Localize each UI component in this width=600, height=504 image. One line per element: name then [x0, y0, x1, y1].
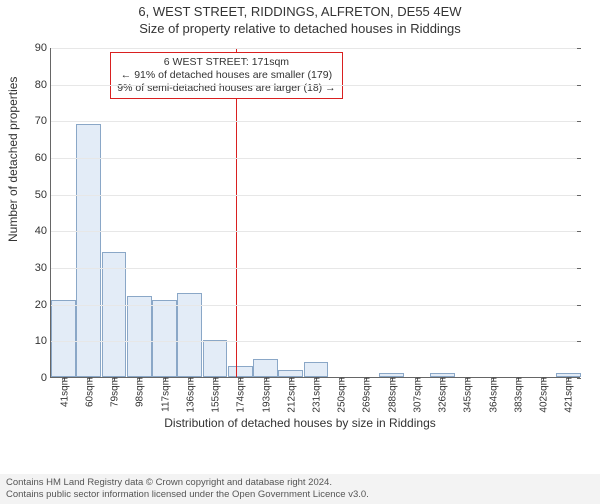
x-tick-label: 136sqm: [183, 377, 196, 413]
y-tick-mark: [577, 85, 581, 86]
annotation-line2: ← 91% of detached houses are smaller (17…: [117, 69, 335, 82]
bar: [102, 252, 127, 377]
page-title-address: 6, WEST STREET, RIDDINGS, ALFRETON, DE55…: [0, 4, 600, 19]
x-tick-label: 98sqm: [133, 377, 146, 407]
footer-line1: Contains HM Land Registry data © Crown c…: [6, 477, 594, 489]
y-tick-label: 80: [35, 79, 51, 91]
y-tick-mark: [577, 305, 581, 306]
x-tick-label: 326sqm: [436, 377, 449, 413]
y-tick-mark: [577, 121, 581, 122]
x-tick-label: 117sqm: [158, 377, 171, 412]
bar: [127, 296, 152, 377]
x-tick-label: 364sqm: [486, 377, 499, 413]
x-tick-label: 231sqm: [310, 377, 323, 413]
x-tick-label: 421sqm: [562, 377, 575, 413]
y-axis-label: Number of detached properties: [6, 77, 20, 242]
x-tick-label: 41sqm: [57, 377, 70, 407]
grid-line: [51, 158, 580, 159]
page-title-subtitle: Size of property relative to detached ho…: [0, 21, 600, 36]
y-tick-mark: [577, 48, 581, 49]
y-tick-mark: [577, 195, 581, 196]
grid-line: [51, 195, 580, 196]
x-tick-label: 250sqm: [335, 377, 348, 413]
grid-line: [51, 121, 580, 122]
grid-line: [51, 231, 580, 232]
x-tick-label: 288sqm: [385, 377, 398, 413]
grid-line: [51, 305, 580, 306]
y-tick-mark: [577, 341, 581, 342]
y-tick-mark: [577, 231, 581, 232]
x-tick-label: 383sqm: [511, 377, 524, 413]
y-tick-mark: [577, 378, 581, 379]
grid-line: [51, 85, 580, 86]
y-tick-label: 30: [35, 262, 51, 274]
y-tick-label: 90: [35, 42, 51, 54]
annotation-box: 6 WEST STREET: 171sqm ← 91% of detached …: [110, 52, 342, 99]
bar: [51, 300, 76, 377]
chart-container: Number of detached properties 6 WEST STR…: [0, 42, 600, 462]
y-tick-label: 10: [35, 335, 51, 347]
plot-area: 6 WEST STREET: 171sqm ← 91% of detached …: [50, 48, 580, 378]
y-tick-label: 60: [35, 152, 51, 164]
grid-line: [51, 341, 580, 342]
x-tick-label: 155sqm: [209, 377, 222, 413]
y-tick-label: 70: [35, 115, 51, 127]
x-tick-label: 307sqm: [410, 377, 423, 413]
x-tick-label: 345sqm: [461, 377, 474, 413]
x-axis-label: Distribution of detached houses by size …: [0, 416, 600, 430]
annotation-line1: 6 WEST STREET: 171sqm: [117, 56, 335, 69]
x-tick-label: 193sqm: [259, 377, 272, 413]
bar: [203, 340, 228, 377]
y-tick-mark: [577, 268, 581, 269]
grid-line: [51, 48, 580, 49]
x-tick-label: 60sqm: [82, 377, 95, 407]
bar: [76, 124, 101, 377]
bar: [253, 359, 278, 377]
footer-line2: Contains public sector information licen…: [6, 489, 594, 501]
x-tick-label: 212sqm: [284, 377, 297, 413]
y-tick-label: 50: [35, 189, 51, 201]
y-tick-mark: [577, 158, 581, 159]
x-tick-label: 79sqm: [108, 377, 121, 407]
y-tick-label: 20: [35, 299, 51, 311]
bar: [304, 362, 329, 377]
x-tick-label: 269sqm: [360, 377, 373, 413]
y-tick-label: 40: [35, 225, 51, 237]
bar: [228, 366, 253, 377]
bar: [278, 370, 303, 377]
x-tick-label: 174sqm: [234, 377, 247, 413]
bar: [152, 300, 177, 377]
x-tick-label: 402sqm: [537, 377, 550, 413]
grid-line: [51, 268, 580, 269]
y-tick-label: 0: [41, 372, 51, 384]
